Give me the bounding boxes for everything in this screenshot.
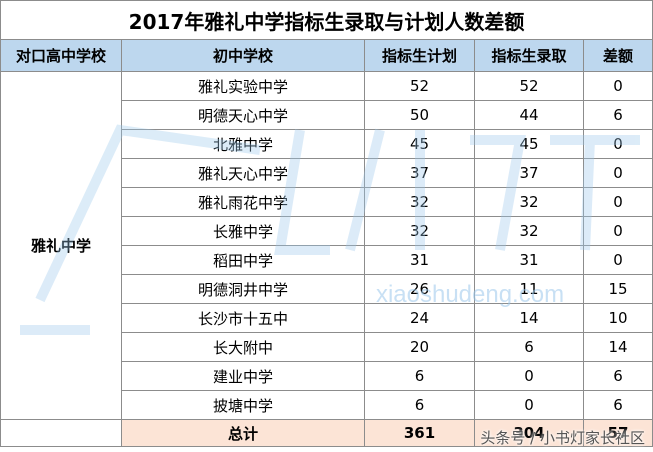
plan-cell: 50 bbox=[364, 100, 475, 130]
admitted-cell: 45 bbox=[474, 129, 584, 159]
plan-cell: 6 bbox=[364, 361, 475, 391]
admitted-cell: 14 bbox=[474, 303, 584, 333]
plan-cell: 45 bbox=[364, 129, 475, 159]
header-high-school: 对口高中学校 bbox=[0, 39, 122, 72]
table-row: 雅礼天心中学 37 37 0 bbox=[1, 158, 653, 188]
admitted-cell: 52 bbox=[474, 71, 584, 101]
admitted-cell: 37 bbox=[474, 158, 584, 188]
diff-cell: 0 bbox=[582, 187, 653, 217]
diff-cell: 6 bbox=[582, 361, 653, 391]
admitted-cell: 32 bbox=[474, 187, 584, 217]
middle-school-cell: 雅礼雨花中学 bbox=[121, 187, 365, 217]
middle-school-cell: 建业中学 bbox=[121, 361, 365, 391]
middle-school-cell: 稻田中学 bbox=[121, 245, 365, 275]
table-row: 长沙市十五中 24 14 10 bbox=[1, 303, 653, 333]
table-row: 雅礼中学 雅礼实验中学 52 52 0 bbox=[0, 71, 653, 420]
table-row: 北雅中学 45 45 0 bbox=[1, 129, 653, 159]
admitted-cell: 32 bbox=[474, 216, 584, 246]
plan-cell: 31 bbox=[364, 245, 475, 275]
total-plan: 361 bbox=[364, 419, 475, 447]
diff-cell: 6 bbox=[582, 390, 653, 420]
admitted-cell: 44 bbox=[474, 100, 584, 130]
total-row: 总计 361 304 57 bbox=[0, 419, 653, 447]
middle-school-cell: 披塘中学 bbox=[121, 390, 365, 420]
header-plan: 指标生计划 bbox=[364, 39, 475, 72]
middle-school-cell: 明德天心中学 bbox=[121, 100, 365, 130]
diff-cell: 6 bbox=[582, 100, 653, 130]
plan-cell: 37 bbox=[364, 158, 475, 188]
plan-cell: 32 bbox=[364, 187, 475, 217]
header-row: 对口高中学校 初中学校 指标生计划 指标生录取 差额 bbox=[0, 39, 653, 72]
middle-school-cell: 长大附中 bbox=[121, 332, 365, 362]
table-row: 长雅中学 32 32 0 bbox=[1, 216, 653, 246]
table-row: 明德天心中学 50 44 6 bbox=[1, 100, 653, 130]
total-diff: 57 bbox=[582, 419, 653, 447]
middle-school-cell: 北雅中学 bbox=[121, 129, 365, 159]
table-row: 长大附中 20 6 14 bbox=[1, 332, 653, 362]
total-label: 总计 bbox=[121, 419, 365, 447]
header-diff: 差额 bbox=[582, 39, 653, 72]
header-middle-school: 初中学校 bbox=[121, 39, 365, 72]
plan-cell: 6 bbox=[364, 390, 475, 420]
middle-school-cell: 雅礼天心中学 bbox=[121, 158, 365, 188]
total-admitted: 304 bbox=[474, 419, 584, 447]
middle-school-cell: 明德洞井中学 bbox=[121, 274, 365, 304]
plan-cell: 32 bbox=[364, 216, 475, 246]
admitted-cell: 0 bbox=[474, 390, 584, 420]
table-row: 稻田中学 31 31 0 bbox=[1, 245, 653, 275]
diff-cell: 15 bbox=[582, 274, 653, 304]
diff-cell: 0 bbox=[582, 245, 653, 275]
diff-cell: 0 bbox=[582, 71, 653, 101]
diff-cell: 0 bbox=[582, 158, 653, 188]
plan-cell: 26 bbox=[364, 274, 475, 304]
high-school-cell: 雅礼中学 bbox=[0, 71, 122, 420]
admitted-cell: 6 bbox=[474, 332, 584, 362]
header-admitted: 指标生录取 bbox=[474, 39, 584, 72]
plan-cell: 52 bbox=[364, 71, 475, 101]
middle-school-cell: 长雅中学 bbox=[121, 216, 365, 246]
middle-school-cell: 长沙市十五中 bbox=[121, 303, 365, 333]
table-row: 明德洞井中学 26 11 15 bbox=[1, 274, 653, 304]
diff-cell: 0 bbox=[582, 129, 653, 159]
admitted-cell: 11 bbox=[474, 274, 584, 304]
admitted-cell: 0 bbox=[474, 361, 584, 391]
diff-cell: 14 bbox=[582, 332, 653, 362]
diff-cell: 0 bbox=[582, 216, 653, 246]
diff-cell: 10 bbox=[582, 303, 653, 333]
table-row: 披塘中学 6 0 6 bbox=[1, 390, 653, 420]
table-title: 2017年雅礼中学指标生录取与计划人数差额 bbox=[0, 0, 653, 40]
middle-school-cell: 雅礼实验中学 bbox=[121, 71, 365, 101]
plan-cell: 20 bbox=[364, 332, 475, 362]
source-credit: 头条号 / 小书灯家长社区 bbox=[480, 429, 645, 447]
table-row: 雅礼雨花中学 32 32 0 bbox=[1, 187, 653, 217]
plan-cell: 24 bbox=[364, 303, 475, 333]
admitted-cell: 31 bbox=[474, 245, 584, 275]
total-blank-cell bbox=[0, 419, 122, 447]
